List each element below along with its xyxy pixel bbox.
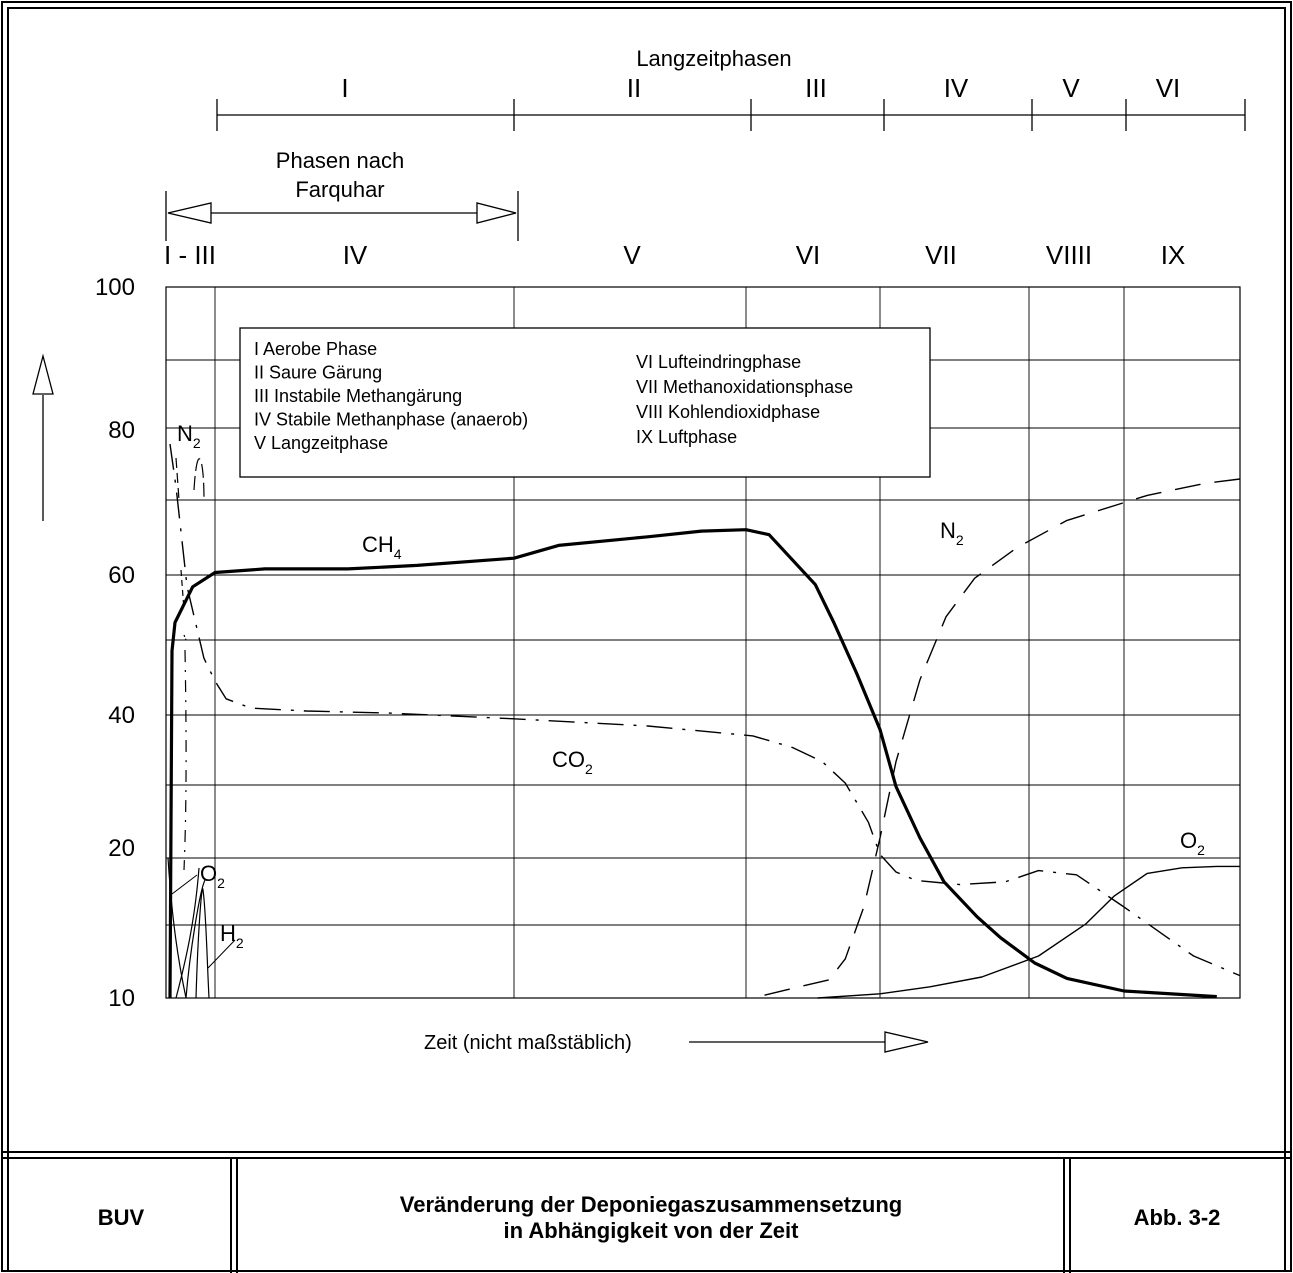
legend-entry: III Instabile Methangärung: [254, 386, 462, 406]
legend-entry: VIII Kohlendioxidphase: [636, 402, 820, 422]
long-term-phase-label: I: [341, 73, 348, 103]
o2-inset-label: O2: [200, 861, 225, 891]
legend-right-column: VI Lufteindringphase VII Methanoxidations…: [636, 352, 853, 447]
legend-entry: IX Luftphase: [636, 427, 737, 447]
footer-title-line2: in Abhängigkeit von der Zeit: [503, 1217, 799, 1243]
footer-title: Veränderung der Deponiegaszusammensetzun…: [240, 1162, 1062, 1273]
farquhar-phase-label: IX: [1161, 240, 1186, 270]
y-tick-label: 20: [108, 835, 135, 862]
legend-entry: VII Methanoxidationsphase: [636, 377, 853, 397]
footer-title-line1: Veränderung der Deponiegaszusammensetzun…: [399, 1191, 903, 1217]
footer-org: BUV: [10, 1162, 232, 1273]
farquhar-title-line2: Farquhar: [295, 177, 384, 202]
footer-figure-number: Abb. 3-2: [1070, 1162, 1284, 1273]
y-tick-label: 80: [108, 417, 135, 444]
legend-entry: V Langzeitphase: [254, 433, 388, 453]
long-term-phase-labels: I II III IV V VI: [341, 73, 1180, 103]
legend-box: [239, 327, 931, 478]
footer-figure-number-text: Abb. 3-2: [1133, 1204, 1221, 1230]
long-term-phase-label: IV: [944, 73, 969, 103]
y-tick-label: 60: [108, 562, 135, 589]
series-lines: [168, 443, 1241, 999]
long-term-phase-label: VI: [1156, 73, 1181, 103]
series-line-n2: [764, 478, 1241, 996]
x-axis-arrow-icon: [689, 1031, 929, 1053]
farquhar-phase-label: V: [623, 240, 641, 270]
y-tick-label: 100: [95, 274, 135, 301]
legend-entry: II Saure Gärung: [254, 363, 382, 383]
plot-border: [165, 286, 1241, 999]
y-tick-label: 40: [108, 702, 135, 729]
y-tick-labels: 10 20 40 60 80 100: [95, 274, 135, 1012]
farquhar-phase-label: VII: [925, 240, 957, 270]
farquhar-phase-labels: I - III IV V VI VII VIIII IX: [164, 240, 1185, 270]
series-line-o2: [817, 865, 1240, 999]
y-tick-label: 10: [108, 985, 135, 1012]
y-axis-arrow-icon: [32, 353, 54, 521]
ch4-label: CH4: [362, 532, 402, 562]
long-term-phases-title: Langzeitphasen: [636, 46, 791, 71]
legend-entry: I Aerobe Phase: [254, 339, 377, 359]
o2-label: O2: [1180, 828, 1205, 858]
farquhar-title-line1: Phasen nach: [276, 148, 404, 173]
x-axis-label: Zeit (nicht maßstäblich): [424, 1032, 632, 1054]
farquhar-phase-label: I - III: [164, 240, 216, 270]
farquhar-phase-label: VI: [796, 240, 821, 270]
farquhar-phase-label: IV: [343, 240, 368, 270]
footer-org-text: BUV: [97, 1204, 145, 1230]
co2-label: CO2: [552, 747, 593, 777]
legend-entry: IV Stabile Methanphase (anaerob): [254, 410, 528, 430]
farquhar-phase-label: VIIII: [1046, 240, 1092, 270]
long-term-phase-scale: [216, 99, 1246, 131]
long-term-phase-label: III: [805, 73, 827, 103]
n2-label: N2: [940, 518, 964, 548]
long-term-phase-label: II: [627, 73, 641, 103]
series-line-ch4: [168, 528, 1217, 999]
series-line-co2: [169, 443, 1241, 977]
legend-entry: VI Lufteindringphase: [636, 352, 801, 372]
legend-left-column: I Aerobe Phase II Saure Gärung III Instabi…: [254, 339, 528, 453]
h2-inset-label: H2: [220, 921, 244, 951]
early-phase-curves: [167, 457, 236, 999]
farquhar-arrow: [165, 191, 519, 241]
long-term-phase-label: V: [1062, 73, 1080, 103]
n2-inset-label: N2: [177, 421, 201, 451]
